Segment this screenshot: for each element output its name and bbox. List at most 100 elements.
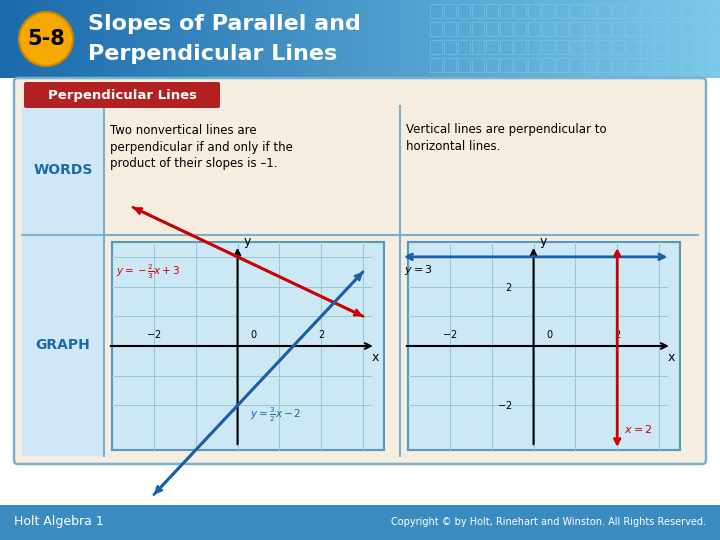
Bar <box>528 22 540 36</box>
Bar <box>640 22 652 36</box>
Bar <box>528 58 540 72</box>
Bar <box>444 40 456 54</box>
Bar <box>612 22 624 36</box>
Bar <box>570 22 582 36</box>
Bar <box>640 58 652 72</box>
Bar <box>626 22 638 36</box>
Bar <box>472 22 484 36</box>
Bar <box>682 58 694 72</box>
Bar <box>500 40 512 54</box>
Bar <box>556 22 568 36</box>
Bar <box>556 40 568 54</box>
Bar <box>710 40 720 54</box>
Text: $y=3$: $y=3$ <box>404 263 433 277</box>
Bar <box>22 106 104 456</box>
Bar <box>556 58 568 72</box>
Bar <box>472 40 484 54</box>
Bar <box>514 40 526 54</box>
Text: Holt Algebra 1: Holt Algebra 1 <box>14 516 104 529</box>
Bar <box>542 58 554 72</box>
Bar <box>486 58 498 72</box>
Bar <box>640 40 652 54</box>
Text: $-2$: $-2$ <box>498 400 513 411</box>
Text: $y=\frac{3}{2}x-2$: $y=\frac{3}{2}x-2$ <box>250 405 302 423</box>
Text: Slopes of Parallel and: Slopes of Parallel and <box>88 14 361 34</box>
Bar <box>458 22 470 36</box>
Bar <box>584 22 596 36</box>
Bar <box>682 22 694 36</box>
Text: $0$: $0$ <box>546 328 554 340</box>
Bar <box>584 40 596 54</box>
Bar <box>444 58 456 72</box>
Bar <box>710 4 720 18</box>
Bar <box>444 4 456 18</box>
Bar <box>654 40 666 54</box>
Text: Vertical lines are perpendicular to: Vertical lines are perpendicular to <box>406 124 607 137</box>
Bar <box>640 4 652 18</box>
Bar <box>458 58 470 72</box>
FancyBboxPatch shape <box>14 78 706 464</box>
Text: x: x <box>668 352 675 365</box>
Bar <box>486 4 498 18</box>
Bar <box>472 58 484 72</box>
Bar <box>542 40 554 54</box>
Bar <box>542 4 554 18</box>
Bar <box>556 4 568 18</box>
Bar <box>584 58 596 72</box>
Bar <box>598 40 610 54</box>
Bar <box>696 22 708 36</box>
Text: $-2$: $-2$ <box>442 328 457 340</box>
Text: Perpendicular Lines: Perpendicular Lines <box>48 89 197 102</box>
Bar <box>598 4 610 18</box>
Text: y: y <box>244 235 251 248</box>
Bar <box>472 4 484 18</box>
Text: x: x <box>372 352 379 365</box>
Bar <box>514 22 526 36</box>
Bar <box>626 4 638 18</box>
Text: $-2$: $-2$ <box>146 328 161 340</box>
Bar <box>710 22 720 36</box>
Bar <box>514 58 526 72</box>
Bar <box>696 40 708 54</box>
Text: 5-8: 5-8 <box>27 29 65 49</box>
FancyBboxPatch shape <box>24 82 220 108</box>
Text: $x=2$: $x=2$ <box>624 423 652 435</box>
Bar <box>542 22 554 36</box>
Text: perpendicular if and only if the: perpendicular if and only if the <box>110 140 293 153</box>
Bar <box>486 40 498 54</box>
Bar <box>682 40 694 54</box>
Text: Perpendicular Lines: Perpendicular Lines <box>88 44 337 64</box>
Bar <box>486 22 498 36</box>
Bar <box>584 4 596 18</box>
Bar <box>570 58 582 72</box>
Text: horizontal lines.: horizontal lines. <box>406 140 500 153</box>
Text: $0$: $0$ <box>250 328 258 340</box>
Bar <box>570 40 582 54</box>
Bar <box>514 4 526 18</box>
Bar <box>458 4 470 18</box>
Bar <box>612 40 624 54</box>
Bar <box>500 58 512 72</box>
Bar <box>528 4 540 18</box>
Text: $2$: $2$ <box>505 281 513 293</box>
Text: Two nonvertical lines are: Two nonvertical lines are <box>110 124 256 137</box>
Bar <box>528 40 540 54</box>
Circle shape <box>19 12 73 66</box>
Bar <box>112 242 384 450</box>
Bar <box>696 58 708 72</box>
Text: $y=-\frac{2}{3}x+3$: $y=-\frac{2}{3}x+3$ <box>116 262 181 281</box>
Text: $2$: $2$ <box>613 328 621 340</box>
Bar <box>668 58 680 72</box>
Bar <box>0 505 720 540</box>
Bar <box>626 40 638 54</box>
Bar <box>626 58 638 72</box>
Bar <box>444 22 456 36</box>
Bar <box>654 22 666 36</box>
Bar <box>668 22 680 36</box>
Text: WORDS: WORDS <box>33 163 93 177</box>
Bar <box>598 58 610 72</box>
Bar <box>654 58 666 72</box>
Bar <box>500 4 512 18</box>
Bar <box>570 4 582 18</box>
Bar <box>710 58 720 72</box>
